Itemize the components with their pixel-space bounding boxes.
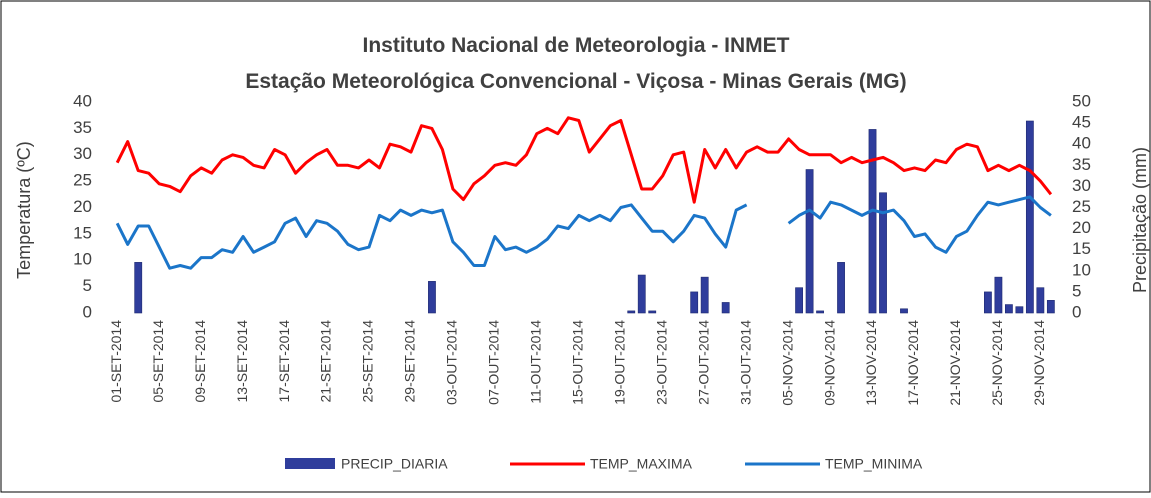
bar <box>805 169 814 314</box>
bar <box>1015 306 1024 314</box>
y-tick-label: 0 <box>83 302 92 321</box>
x-tick-label: 19-OUT-2014 <box>611 320 627 405</box>
line <box>115 195 1052 270</box>
y2-tick-label: 50 <box>1072 91 1091 110</box>
bar <box>900 308 908 314</box>
y-tick-label: 5 <box>83 276 92 295</box>
bar <box>837 262 845 314</box>
legend-label: TEMP_MAXIMA <box>590 456 693 472</box>
legend-label: TEMP_MINIMA <box>825 456 923 472</box>
y2-tick-label: 45 <box>1072 113 1091 132</box>
x-tick-label: 25-SET-2014 <box>360 320 376 403</box>
bar <box>648 310 657 314</box>
y-tick-label: 15 <box>73 223 92 242</box>
bar <box>700 276 709 314</box>
x-tick-label: 01-SET-2014 <box>108 320 124 403</box>
bar <box>690 291 699 314</box>
bar <box>1004 304 1013 314</box>
x-tick-label: 05-NOV-2014 <box>779 320 795 406</box>
line <box>115 116 1053 204</box>
legend-label: PRECIP_DIARIA <box>341 456 448 472</box>
x-tick-label: 21-NOV-2014 <box>947 320 963 406</box>
y2-tick-label: 20 <box>1072 218 1091 237</box>
y-tick-label: 25 <box>73 171 92 190</box>
bar <box>428 281 436 314</box>
bar <box>984 291 992 314</box>
y2-tick-label: 0 <box>1072 302 1081 321</box>
x-tick-label: 29-NOV-2014 <box>1031 320 1047 406</box>
x-tick-label: 27-OUT-2014 <box>695 320 711 405</box>
chart-title: Instituto Nacional de Meteorologia - INM… <box>362 34 789 57</box>
legend-swatch <box>285 458 335 469</box>
bar <box>795 287 803 314</box>
y2-tick-label: 15 <box>1072 239 1091 258</box>
x-tick-label: 15-OUT-2014 <box>570 320 586 405</box>
y-tick-label: 10 <box>73 250 92 269</box>
x-tick-label: 23-OUT-2014 <box>653 320 669 405</box>
y-tick-label: 35 <box>73 118 92 137</box>
x-tick-label: 09-SET-2014 <box>192 320 208 403</box>
y-axis-title: Temperatura (ºC) <box>14 141 34 279</box>
x-tick-label: 03-OUT-2014 <box>444 320 460 405</box>
x-tick-label: 29-SET-2014 <box>402 320 418 403</box>
bar <box>868 129 877 314</box>
y-tick-label: 20 <box>73 197 92 216</box>
bar <box>637 274 646 314</box>
x-tick-label: 07-OUT-2014 <box>486 320 502 405</box>
x-tick-label: 13-SET-2014 <box>234 320 250 403</box>
bar <box>134 262 143 314</box>
bar <box>879 192 887 314</box>
y2-tick-label: 40 <box>1072 134 1091 153</box>
x-tick-label: 31-OUT-2014 <box>737 320 753 405</box>
bar <box>721 302 730 314</box>
x-tick-label: 17-NOV-2014 <box>905 320 921 406</box>
y2-tick-label: 10 <box>1072 260 1091 279</box>
y2-axis-title: Precipitação (mm) <box>1130 147 1150 293</box>
y2-tick-label: 25 <box>1072 197 1091 216</box>
bar <box>1046 300 1055 314</box>
bar <box>627 310 636 314</box>
bar <box>994 276 1003 314</box>
y2-tick-label: 35 <box>1072 155 1091 174</box>
x-tick-label: 25-NOV-2014 <box>989 320 1005 406</box>
y2-tick-label: 30 <box>1072 176 1091 195</box>
y-tick-label: 30 <box>73 144 92 163</box>
bar <box>1025 120 1034 314</box>
x-tick-label: 09-NOV-2014 <box>821 320 837 406</box>
x-tick-label: 21-SET-2014 <box>318 320 334 403</box>
y2-tick-label: 5 <box>1072 281 1081 300</box>
bar <box>1036 287 1045 314</box>
x-tick-label: 13-NOV-2014 <box>863 320 879 406</box>
x-tick-label: 17-SET-2014 <box>276 320 292 403</box>
bar <box>816 310 824 314</box>
y-tick-label: 40 <box>73 91 92 110</box>
x-tick-label: 05-SET-2014 <box>150 320 166 403</box>
chart-subtitle: Estação Meteorológica Convencional - Viç… <box>245 70 906 93</box>
x-tick-label: 11-OUT-2014 <box>528 320 544 404</box>
